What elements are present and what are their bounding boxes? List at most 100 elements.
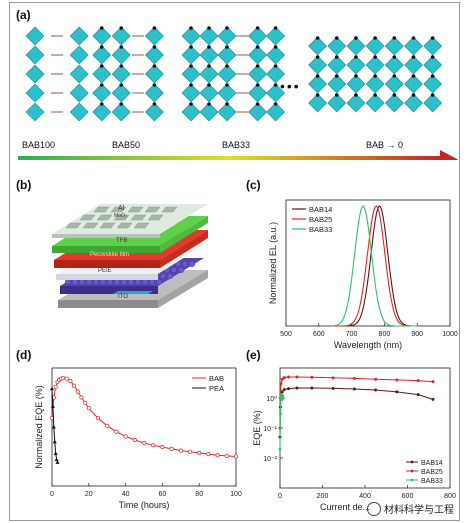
octahedron xyxy=(25,102,45,122)
octahedron xyxy=(365,74,385,94)
octahedron xyxy=(69,26,89,46)
octahedron xyxy=(92,83,112,103)
legend-marker xyxy=(410,469,414,473)
data-point xyxy=(224,453,229,458)
legend-label: BAB33 xyxy=(309,225,332,234)
data-point xyxy=(352,387,356,391)
octahedron xyxy=(217,26,237,46)
octahedron xyxy=(217,45,237,65)
data-point xyxy=(395,390,399,394)
device-stack: Al MoO₃ TFB Perovskite film PEIE ITO xyxy=(52,204,208,308)
octahedron xyxy=(327,93,347,113)
legend-label: PEA xyxy=(209,384,224,393)
a-site-cation xyxy=(189,83,193,87)
composition-arrow-head xyxy=(440,150,458,160)
data-point xyxy=(50,404,55,408)
figure-frame xyxy=(9,2,460,521)
octahedron xyxy=(346,36,366,56)
octahedron xyxy=(346,93,366,113)
a-site-cation xyxy=(99,26,104,30)
octahedron xyxy=(308,55,328,75)
x-tick-label: 900 xyxy=(411,331,423,338)
a-site-cation xyxy=(255,83,260,87)
x-tick-label: 1000 xyxy=(442,331,458,338)
octahedron xyxy=(92,64,112,84)
data-point xyxy=(416,379,420,383)
a-site-cation xyxy=(373,93,377,97)
a-site-cation xyxy=(99,45,104,49)
structure-label-bab100: BAB100 xyxy=(22,140,56,150)
octahedron xyxy=(69,45,89,65)
data-point xyxy=(295,375,299,379)
octahedron xyxy=(423,36,443,56)
a-site-cation xyxy=(334,36,339,40)
octahedron xyxy=(111,83,131,103)
octahedron xyxy=(25,45,45,65)
a-site-cation xyxy=(152,26,157,30)
electrode-pad xyxy=(93,206,110,213)
octahedron xyxy=(346,55,366,75)
data-point xyxy=(278,412,282,416)
a-site-cation xyxy=(225,45,229,49)
x-tick-label: 0 xyxy=(50,491,54,498)
perovskite-grain xyxy=(92,278,99,285)
a-site-cation xyxy=(354,36,358,40)
a-site-cation xyxy=(373,36,377,40)
data-point xyxy=(151,443,156,448)
data-point xyxy=(280,377,284,381)
data-point xyxy=(278,447,282,451)
data-point xyxy=(331,376,335,380)
octahedron xyxy=(423,74,443,94)
plot-area xyxy=(285,199,451,327)
data-point xyxy=(51,425,56,429)
octahedron xyxy=(248,83,268,103)
watermark-text: 材料科学与工程 xyxy=(384,505,454,516)
a-site-cation xyxy=(411,36,416,40)
perovskite-grain xyxy=(134,278,141,285)
x-tick-label: 200 xyxy=(317,493,329,500)
octahedron xyxy=(111,45,131,65)
data-point xyxy=(416,393,420,397)
octahedron xyxy=(217,102,237,122)
a-site-cation xyxy=(273,102,278,106)
octahedron xyxy=(144,64,164,84)
series-line-bab33 xyxy=(279,394,284,450)
a-site-cation xyxy=(99,102,104,106)
a-site-cation xyxy=(119,102,124,106)
x-tick-label: 700 xyxy=(346,331,358,338)
a-site-cation xyxy=(152,64,157,68)
legend-marker xyxy=(410,478,414,482)
octahedron xyxy=(199,64,219,84)
octahedron xyxy=(384,93,404,113)
electrode-pad xyxy=(113,214,130,221)
perovskite-grain xyxy=(127,278,134,285)
electrode-pad xyxy=(79,214,96,221)
perovskite-grain xyxy=(85,278,92,285)
a-site-cation xyxy=(354,55,358,59)
panel-label-e: (e) xyxy=(246,348,261,362)
data-point xyxy=(53,451,58,456)
data-point xyxy=(132,437,137,443)
a-site-cation xyxy=(255,26,260,30)
perovskite-grain xyxy=(113,278,120,285)
data-point xyxy=(215,453,220,458)
data-point xyxy=(279,382,283,386)
perovskite-grain xyxy=(141,278,148,285)
perovskite-grain xyxy=(155,278,162,285)
octahedron xyxy=(144,45,164,65)
octahedron xyxy=(384,74,404,94)
a-site-cation xyxy=(334,55,339,59)
layer-label-peie: PEIE xyxy=(98,268,112,274)
octahedron xyxy=(92,26,112,46)
data-point xyxy=(53,384,58,389)
panel-label-b: (b) xyxy=(16,178,32,192)
octahedron xyxy=(199,26,219,46)
legend-label: BAB33 xyxy=(421,478,443,485)
a-site-cation xyxy=(152,83,157,87)
series-line-bab25 xyxy=(331,205,418,327)
a-site-cation xyxy=(430,93,435,97)
octahedron xyxy=(69,102,89,122)
octahedron xyxy=(144,26,164,46)
octahedron xyxy=(248,64,268,84)
a-site-cation xyxy=(207,102,211,106)
